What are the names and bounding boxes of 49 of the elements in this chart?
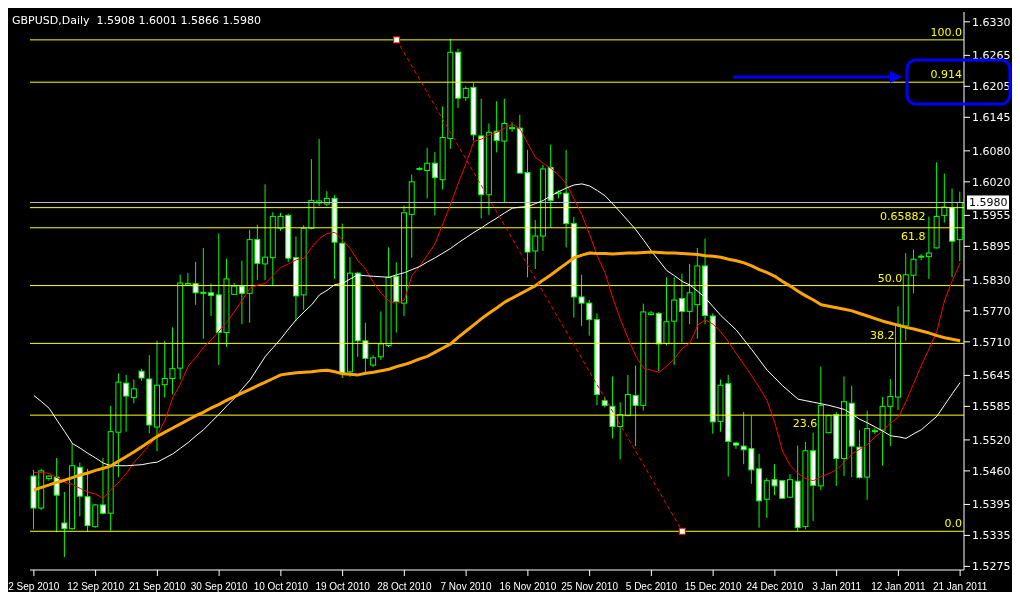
x-tick-label: 15 Dec 2010 [684, 581, 742, 592]
y-tick-label: 1.5460 [972, 464, 1011, 478]
candlestick [130, 379, 137, 404]
candlestick [786, 473, 793, 499]
ref-line-label: 1.5980 [969, 196, 1008, 210]
x-tick-label: 5 Dec 2010 [625, 581, 678, 592]
y-tick-label: 1.6145 [972, 111, 1011, 125]
x-tick-label: 21 Sep 2010 [129, 581, 187, 592]
y-tick-label: 1.5585 [972, 400, 1011, 414]
y-tick-label: 1.6330 [972, 15, 1011, 29]
candlestick [208, 283, 215, 317]
x-tick-label: 16 Nov 2010 [499, 581, 557, 592]
x-tick-label: 24 Dec 2010 [746, 581, 804, 592]
annotation: 61.8 [900, 229, 926, 243]
candlestick [941, 173, 948, 224]
x-tick-label: 7 Nov 2010 [440, 581, 493, 592]
x-tick-label: 12 Sep 2010 [67, 581, 125, 592]
y-tick-label: 1.5335 [972, 529, 1011, 543]
x-tick-label: 2 Sep 2010 [8, 581, 60, 592]
y-tick-label: 1.6265 [972, 49, 1011, 63]
chart-title: GBPUSD,Daily 1.5908 1.6001 1.5866 1.5980 [12, 14, 261, 27]
y-tick-label: 1.6080 [972, 144, 1011, 158]
x-tick-label: 10 Oct 2010 [253, 581, 309, 592]
annotation: 50.0 [877, 271, 903, 285]
annotation: 0.914 [930, 68, 962, 82]
y-tick-label: 1.5395 [972, 498, 1011, 512]
annotation: 38.2 [870, 329, 895, 343]
y-tick-label: 1.5955 [972, 209, 1011, 223]
annotation: 0.0 [944, 517, 962, 531]
annotation: 23.6 [792, 417, 818, 431]
y-tick-label: 1.5645 [972, 369, 1011, 383]
candlestick [925, 215, 932, 280]
y-tick-label: 1.5770 [972, 304, 1011, 318]
y-tick-label: 1.5895 [972, 240, 1011, 254]
y-tick-label: 1.6020 [972, 175, 1011, 189]
y-tick-label: 1.5830 [972, 273, 1011, 287]
y-tick-label: 1.5275 [972, 560, 1011, 574]
y-tick-label: 1.6205 [972, 80, 1011, 94]
x-tick-label: 3 Jan 2011 [812, 581, 862, 592]
x-tick-label: 12 Jan 2011 [871, 581, 926, 592]
x-tick-label: 19 Oct 2010 [315, 581, 371, 592]
annotation: 0.65882 [879, 209, 926, 223]
x-tick-label: 28 Oct 2010 [377, 581, 433, 592]
x-tick-label: 25 Nov 2010 [561, 581, 619, 592]
x-tick-label: 30 Sep 2010 [190, 581, 248, 592]
y-tick-label: 1.5710 [972, 335, 1011, 349]
x-tick-label: 21 Jan 2011 [932, 581, 988, 592]
y-tick-label: 1.5520 [972, 433, 1011, 447]
annotation: 100.0 [930, 25, 962, 39]
